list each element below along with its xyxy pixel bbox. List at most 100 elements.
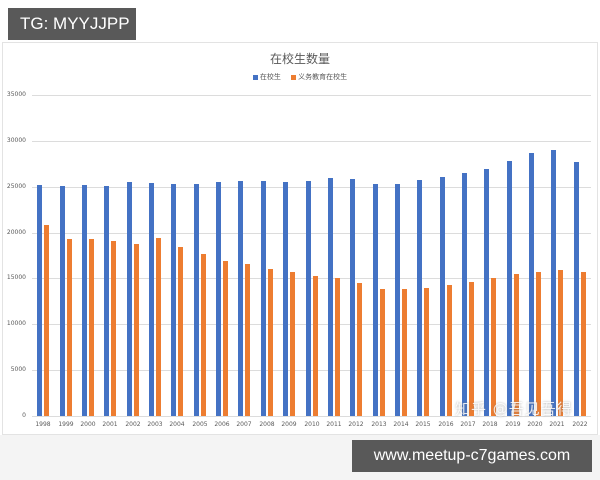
bar-compulsory-students [223, 261, 228, 416]
x-tick-label: 2017 [460, 421, 476, 428]
bar-total-students [462, 173, 467, 416]
watermark: 知乎 @吾见吾得 [455, 400, 573, 418]
bar-compulsory-students [268, 269, 273, 416]
gridline [32, 324, 591, 325]
bar-total-students [60, 186, 65, 416]
y-tick-label: 5000 [10, 366, 26, 373]
bar-total-students [127, 182, 132, 416]
bar-total-students [261, 181, 266, 416]
bar-compulsory-students [313, 276, 318, 416]
x-tick-label: 2000 [80, 421, 96, 428]
bar-compulsory-students [424, 288, 429, 416]
bar-total-students [507, 161, 512, 416]
bar-total-students [238, 181, 243, 416]
bar-total-students [484, 169, 489, 416]
y-tick-label: 25000 [6, 183, 26, 190]
bar-total-students [104, 186, 109, 416]
x-tick-label: 2020 [527, 421, 543, 428]
bar-total-students [82, 185, 87, 416]
tg-badge: TG: MYYJJPP [8, 8, 136, 40]
bar-compulsory-students [491, 278, 496, 416]
gridline [32, 187, 591, 188]
bar-compulsory-students [44, 225, 49, 416]
bar-compulsory-students [134, 244, 139, 416]
legend-swatch-total [252, 74, 258, 80]
gridline [32, 416, 591, 417]
bar-total-students [529, 153, 534, 416]
bar-total-students [149, 183, 154, 416]
bar-total-students [551, 150, 556, 416]
x-tick-label: 2007 [236, 421, 252, 428]
bar-compulsory-students [469, 282, 474, 416]
bar-total-students [440, 177, 445, 416]
legend-label-total: 在校生 [259, 73, 281, 81]
bar-compulsory-students [558, 270, 563, 416]
bar-compulsory-students [402, 289, 407, 416]
legend-item-compulsory: 义务教育在校生 [291, 72, 347, 82]
bar-compulsory-students [536, 272, 541, 416]
x-tick-label: 2016 [438, 421, 454, 428]
x-tick-label: 2008 [259, 421, 275, 428]
bar-compulsory-students [156, 238, 161, 416]
bar-compulsory-students [581, 272, 586, 416]
bar-compulsory-students [447, 285, 452, 416]
y-tick-label: 35000 [6, 91, 26, 98]
bar-compulsory-students [357, 283, 362, 416]
bar-total-students [216, 182, 221, 416]
bar-total-students [417, 180, 422, 416]
gridline [32, 233, 591, 234]
x-tick-label: 2014 [393, 421, 409, 428]
x-tick-label: 2015 [415, 421, 431, 428]
chart-frame [2, 42, 598, 435]
x-tick-label: 2001 [102, 421, 118, 428]
y-tick-label: 0 [22, 412, 26, 419]
gridline [32, 278, 591, 279]
bar-compulsory-students [89, 239, 94, 416]
legend-item-total: 在校生 [252, 72, 281, 82]
y-tick-label: 20000 [6, 229, 26, 236]
bar-total-students [574, 162, 579, 416]
chart-legend: 在校生 义务教育在校生 [0, 72, 600, 82]
bar-compulsory-students [111, 241, 116, 416]
x-tick-label: 2013 [371, 421, 387, 428]
x-tick-label: 2010 [304, 421, 320, 428]
x-tick-label: 2021 [549, 421, 565, 428]
bar-compulsory-students [380, 289, 385, 416]
gridline [32, 141, 591, 142]
bar-total-students [373, 184, 378, 416]
chart-title: 在校生数量 [269, 52, 330, 66]
gridline [32, 95, 591, 96]
bar-total-students [37, 185, 42, 416]
bar-compulsory-students [178, 247, 183, 416]
x-tick-label: 1999 [58, 421, 74, 428]
bar-compulsory-students [245, 264, 250, 416]
x-tick-label: 2011 [326, 421, 342, 428]
bar-total-students [306, 181, 311, 416]
x-tick-label: 2019 [505, 421, 521, 428]
bar-total-students [194, 184, 199, 416]
bar-total-students [395, 184, 400, 416]
bar-total-students [171, 184, 176, 416]
x-tick-label: 2012 [348, 421, 364, 428]
footer-url-badge: www.meetup-c7games.com [352, 440, 592, 472]
x-tick-label: 2006 [214, 421, 230, 428]
x-tick-label: 2009 [281, 421, 297, 428]
x-tick-label: 2005 [192, 421, 208, 428]
x-tick-label: 2018 [482, 421, 498, 428]
bar-compulsory-students [335, 278, 340, 416]
y-tick-label: 10000 [6, 320, 26, 327]
bar-total-students [350, 179, 355, 416]
x-tick-label: 1998 [35, 421, 51, 428]
x-tick-label: 2003 [147, 421, 163, 428]
bar-compulsory-students [201, 254, 206, 416]
x-tick-label: 2004 [169, 421, 185, 428]
bar-total-students [283, 182, 288, 416]
bar-compulsory-students [514, 274, 519, 416]
y-tick-label: 15000 [6, 274, 26, 281]
bar-total-students [328, 178, 333, 416]
legend-label-compulsory: 义务教育在校生 [298, 73, 348, 81]
bar-compulsory-students [290, 272, 295, 416]
bar-compulsory-students [67, 239, 72, 416]
x-tick-label: 2022 [572, 421, 588, 428]
